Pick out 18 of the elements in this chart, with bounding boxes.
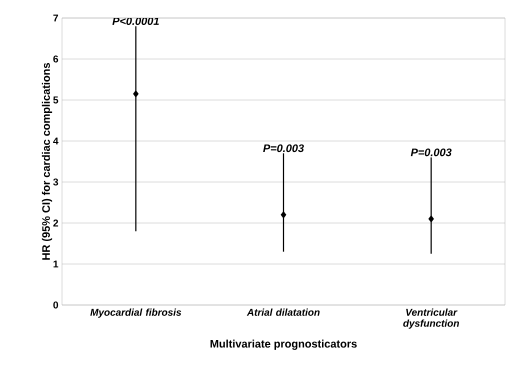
annotation: P=0.003	[263, 144, 304, 152]
x-axis-title: Multivariate prognosticators	[210, 340, 357, 350]
point	[133, 90, 139, 98]
y-axis-title: HR (95% CI) for cardiac complications	[42, 63, 52, 260]
x-tick-label: Myocardial fibrosis	[90, 308, 182, 318]
y-tick-label: 7	[53, 14, 58, 22]
y-tick-label: 5	[53, 96, 58, 104]
y-tick-label: 4	[53, 138, 58, 144]
y-tick-label: 2	[53, 220, 58, 226]
x-tick-label: Ventricular dysfunction	[403, 308, 459, 329]
y-tick-label: 6	[53, 55, 58, 63]
y-tick-label: 3	[53, 178, 58, 186]
y-tick-label: 0	[53, 301, 58, 309]
annotation: P=0.003	[410, 148, 452, 156]
point	[280, 211, 286, 218]
y-tick-label: 1	[54, 260, 58, 268]
x-tick-label: Atrial dilatation	[246, 308, 320, 316]
point	[428, 215, 434, 223]
